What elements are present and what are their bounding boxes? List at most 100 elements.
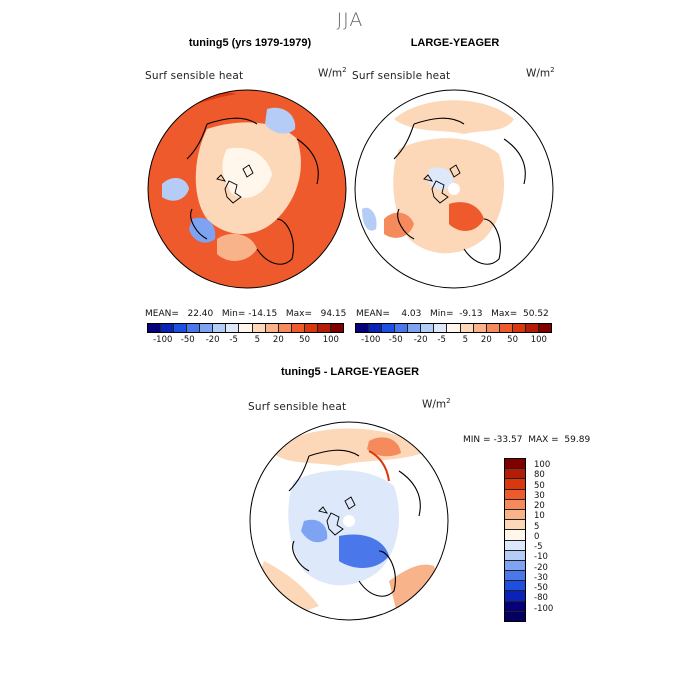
left-map-region-s bbox=[217, 233, 257, 261]
colorbar-tick-label: 5 bbox=[462, 335, 469, 345]
colorbar-swatch bbox=[505, 469, 525, 480]
colorbar-tick-label: 10 bbox=[534, 511, 545, 522]
colorbar-swatch bbox=[369, 324, 383, 332]
colorbar-tick-label: 80 bbox=[534, 470, 545, 481]
colorbar-swatch bbox=[525, 324, 539, 332]
colorbar-tick-label: -30 bbox=[534, 572, 548, 583]
colorbar-tick-label: 100 bbox=[534, 460, 551, 471]
colorbar-swatch bbox=[265, 324, 279, 332]
right-map-islands bbox=[423, 164, 461, 204]
left-variable-label: Surf sensible heat bbox=[145, 70, 244, 82]
right-panel-title: LARGE-YEAGER bbox=[410, 37, 500, 49]
colorbar-swatch bbox=[317, 324, 331, 332]
right-map-coastlines bbox=[393, 117, 526, 265]
colorbar-tick-label: 30 bbox=[534, 490, 545, 501]
colorbar-swatch bbox=[499, 324, 513, 332]
diff-stats: MIN = -33.57 MAX = 59.89 bbox=[463, 435, 591, 445]
colorbar-swatch bbox=[505, 499, 525, 510]
colorbar-swatch bbox=[505, 540, 525, 551]
colorbar-tick-label: -50 bbox=[180, 335, 195, 345]
left-map-coastlines bbox=[186, 117, 319, 265]
colorbar-swatch bbox=[434, 324, 448, 332]
right-stats: MEAN= 4.03 Min= -9.13 Max= 50.52 bbox=[356, 309, 549, 319]
diff-map-islands bbox=[318, 496, 356, 536]
diff-map-border bbox=[249, 421, 449, 621]
right-colorbar bbox=[355, 323, 552, 333]
right-map-border bbox=[354, 89, 554, 289]
colorbar-tick-label: -100 bbox=[534, 603, 554, 614]
colorbar-tick-label: -50 bbox=[388, 335, 403, 345]
colorbar-tick-label: 50 bbox=[534, 480, 545, 491]
colorbar-tick-label: -20 bbox=[534, 562, 548, 573]
colorbar-swatch bbox=[505, 581, 525, 592]
diff-variable-label: Surf sensible heat bbox=[248, 401, 347, 413]
colorbar-tick-label: 50 bbox=[299, 335, 311, 345]
colorbar-tick-label: 100 bbox=[530, 335, 547, 345]
colorbar-tick-label: -100 bbox=[153, 335, 173, 345]
diff-polar-map bbox=[249, 421, 449, 621]
left-polar-map bbox=[147, 89, 347, 289]
right-polar-map bbox=[354, 89, 554, 289]
colorbar-tick-label: -20 bbox=[413, 335, 428, 345]
figure-title: JJA bbox=[336, 9, 364, 31]
colorbar-tick-label: -5 bbox=[437, 335, 446, 345]
colorbar-swatch bbox=[148, 324, 162, 332]
diff-map-strong-cool bbox=[339, 534, 389, 568]
colorbar-swatch bbox=[161, 324, 175, 332]
colorbar-swatch bbox=[421, 324, 435, 332]
colorbar-swatch bbox=[460, 324, 474, 332]
colorbar-swatch bbox=[395, 324, 409, 332]
colorbar-tick-label: 20 bbox=[480, 335, 492, 345]
colorbar-tick-label: -5 bbox=[534, 542, 543, 553]
colorbar-swatch bbox=[505, 459, 525, 470]
colorbar-tick-label: -50 bbox=[534, 583, 548, 594]
left-units-label: W/m2 bbox=[318, 66, 347, 80]
colorbar-swatch bbox=[505, 591, 525, 602]
colorbar-swatch bbox=[174, 324, 188, 332]
colorbar-swatch bbox=[505, 479, 525, 490]
right-map-pole-hole bbox=[448, 183, 460, 195]
colorbar-swatch bbox=[505, 530, 525, 541]
colorbar-tick-label: 20 bbox=[534, 501, 545, 512]
colorbar-swatch bbox=[187, 324, 201, 332]
diff-units-label: W/m2 bbox=[422, 397, 451, 411]
right-map-warm-patch bbox=[384, 212, 414, 238]
colorbar-tick-label: 5 bbox=[534, 521, 540, 532]
colorbar-swatch bbox=[505, 571, 525, 582]
colorbar-swatch bbox=[473, 324, 487, 332]
colorbar-swatch bbox=[505, 520, 525, 531]
colorbar-swatch bbox=[304, 324, 318, 332]
diff-map-warm-coastline bbox=[368, 450, 390, 482]
colorbar-tick-label: 50 bbox=[507, 335, 519, 345]
colorbar-tick-label: -20 bbox=[205, 335, 220, 345]
diff-panel-title: tuning5 - LARGE-YEAGER bbox=[280, 366, 420, 378]
right-map-warm-core bbox=[449, 202, 484, 231]
left-map-pole-region bbox=[222, 147, 272, 198]
left-map-cool-patch-w bbox=[162, 177, 189, 201]
right-units-label: W/m2 bbox=[526, 66, 555, 80]
colorbar-swatch bbox=[408, 324, 422, 332]
colorbar-swatch bbox=[505, 550, 525, 561]
diff-map-warm-n bbox=[367, 437, 401, 457]
left-panel-title: tuning5 (yrs 1979-1979) bbox=[188, 37, 312, 49]
colorbar-swatch bbox=[447, 324, 461, 332]
colorbar-swatch bbox=[278, 324, 292, 332]
right-variable-label: Surf sensible heat bbox=[352, 70, 451, 82]
colorbar-tick-label: 5 bbox=[254, 335, 261, 345]
colorbar-swatch bbox=[239, 324, 253, 332]
colorbar-swatch bbox=[505, 601, 525, 612]
colorbar-swatch bbox=[252, 324, 266, 332]
diff-map-coastlines bbox=[288, 449, 421, 597]
colorbar-swatch bbox=[505, 611, 525, 621]
left-map-border bbox=[147, 89, 347, 289]
right-map-region-north bbox=[394, 100, 514, 134]
left-map-cool-patch-sw bbox=[189, 217, 216, 243]
colorbar-swatch bbox=[356, 324, 370, 332]
colorbar-swatch bbox=[213, 324, 227, 332]
colorbar-swatch bbox=[538, 324, 551, 332]
diff-map-cool-patch bbox=[301, 519, 328, 543]
colorbar-swatch bbox=[330, 324, 343, 332]
left-map-cool-patch-n bbox=[265, 107, 296, 134]
colorbar-tick-label: -100 bbox=[361, 335, 381, 345]
